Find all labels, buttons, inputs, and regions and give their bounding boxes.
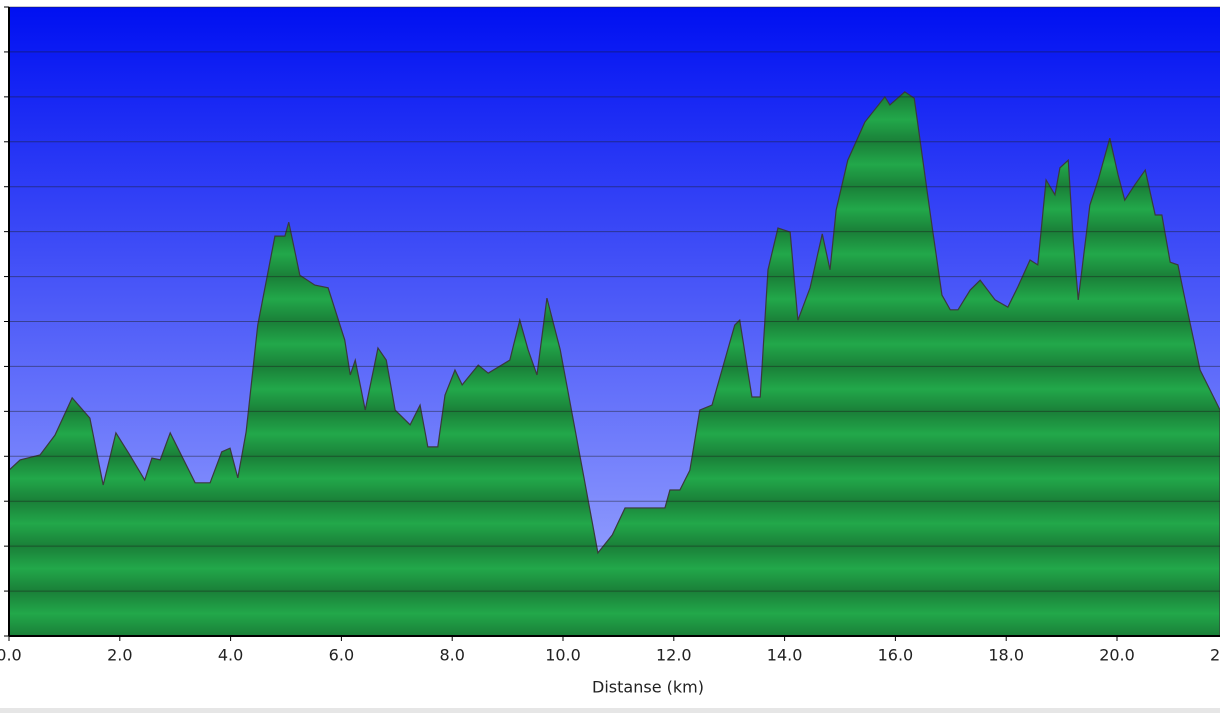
bottom-border bbox=[0, 708, 1220, 713]
x-tick-label: 6.0 bbox=[329, 646, 354, 665]
x-tick-label: 2.0 bbox=[107, 646, 132, 665]
x-tick-label: 14.0 bbox=[767, 646, 803, 665]
x-tick-label: 0.0 bbox=[0, 646, 22, 665]
x-tick-label: 12.0 bbox=[656, 646, 692, 665]
x-tick-label: 10.0 bbox=[545, 646, 581, 665]
x-axis-title: Distanse (km) bbox=[592, 678, 704, 697]
x-tick-label: 20.0 bbox=[1099, 646, 1135, 665]
x-tick-label: 8.0 bbox=[439, 646, 464, 665]
x-tick-label: 4.0 bbox=[218, 646, 243, 665]
x-tick-label: 16.0 bbox=[878, 646, 914, 665]
elevation-area bbox=[8, 91, 1220, 637]
x-tick-label: 22.0 bbox=[1210, 646, 1220, 665]
x-tick-label: 18.0 bbox=[988, 646, 1024, 665]
